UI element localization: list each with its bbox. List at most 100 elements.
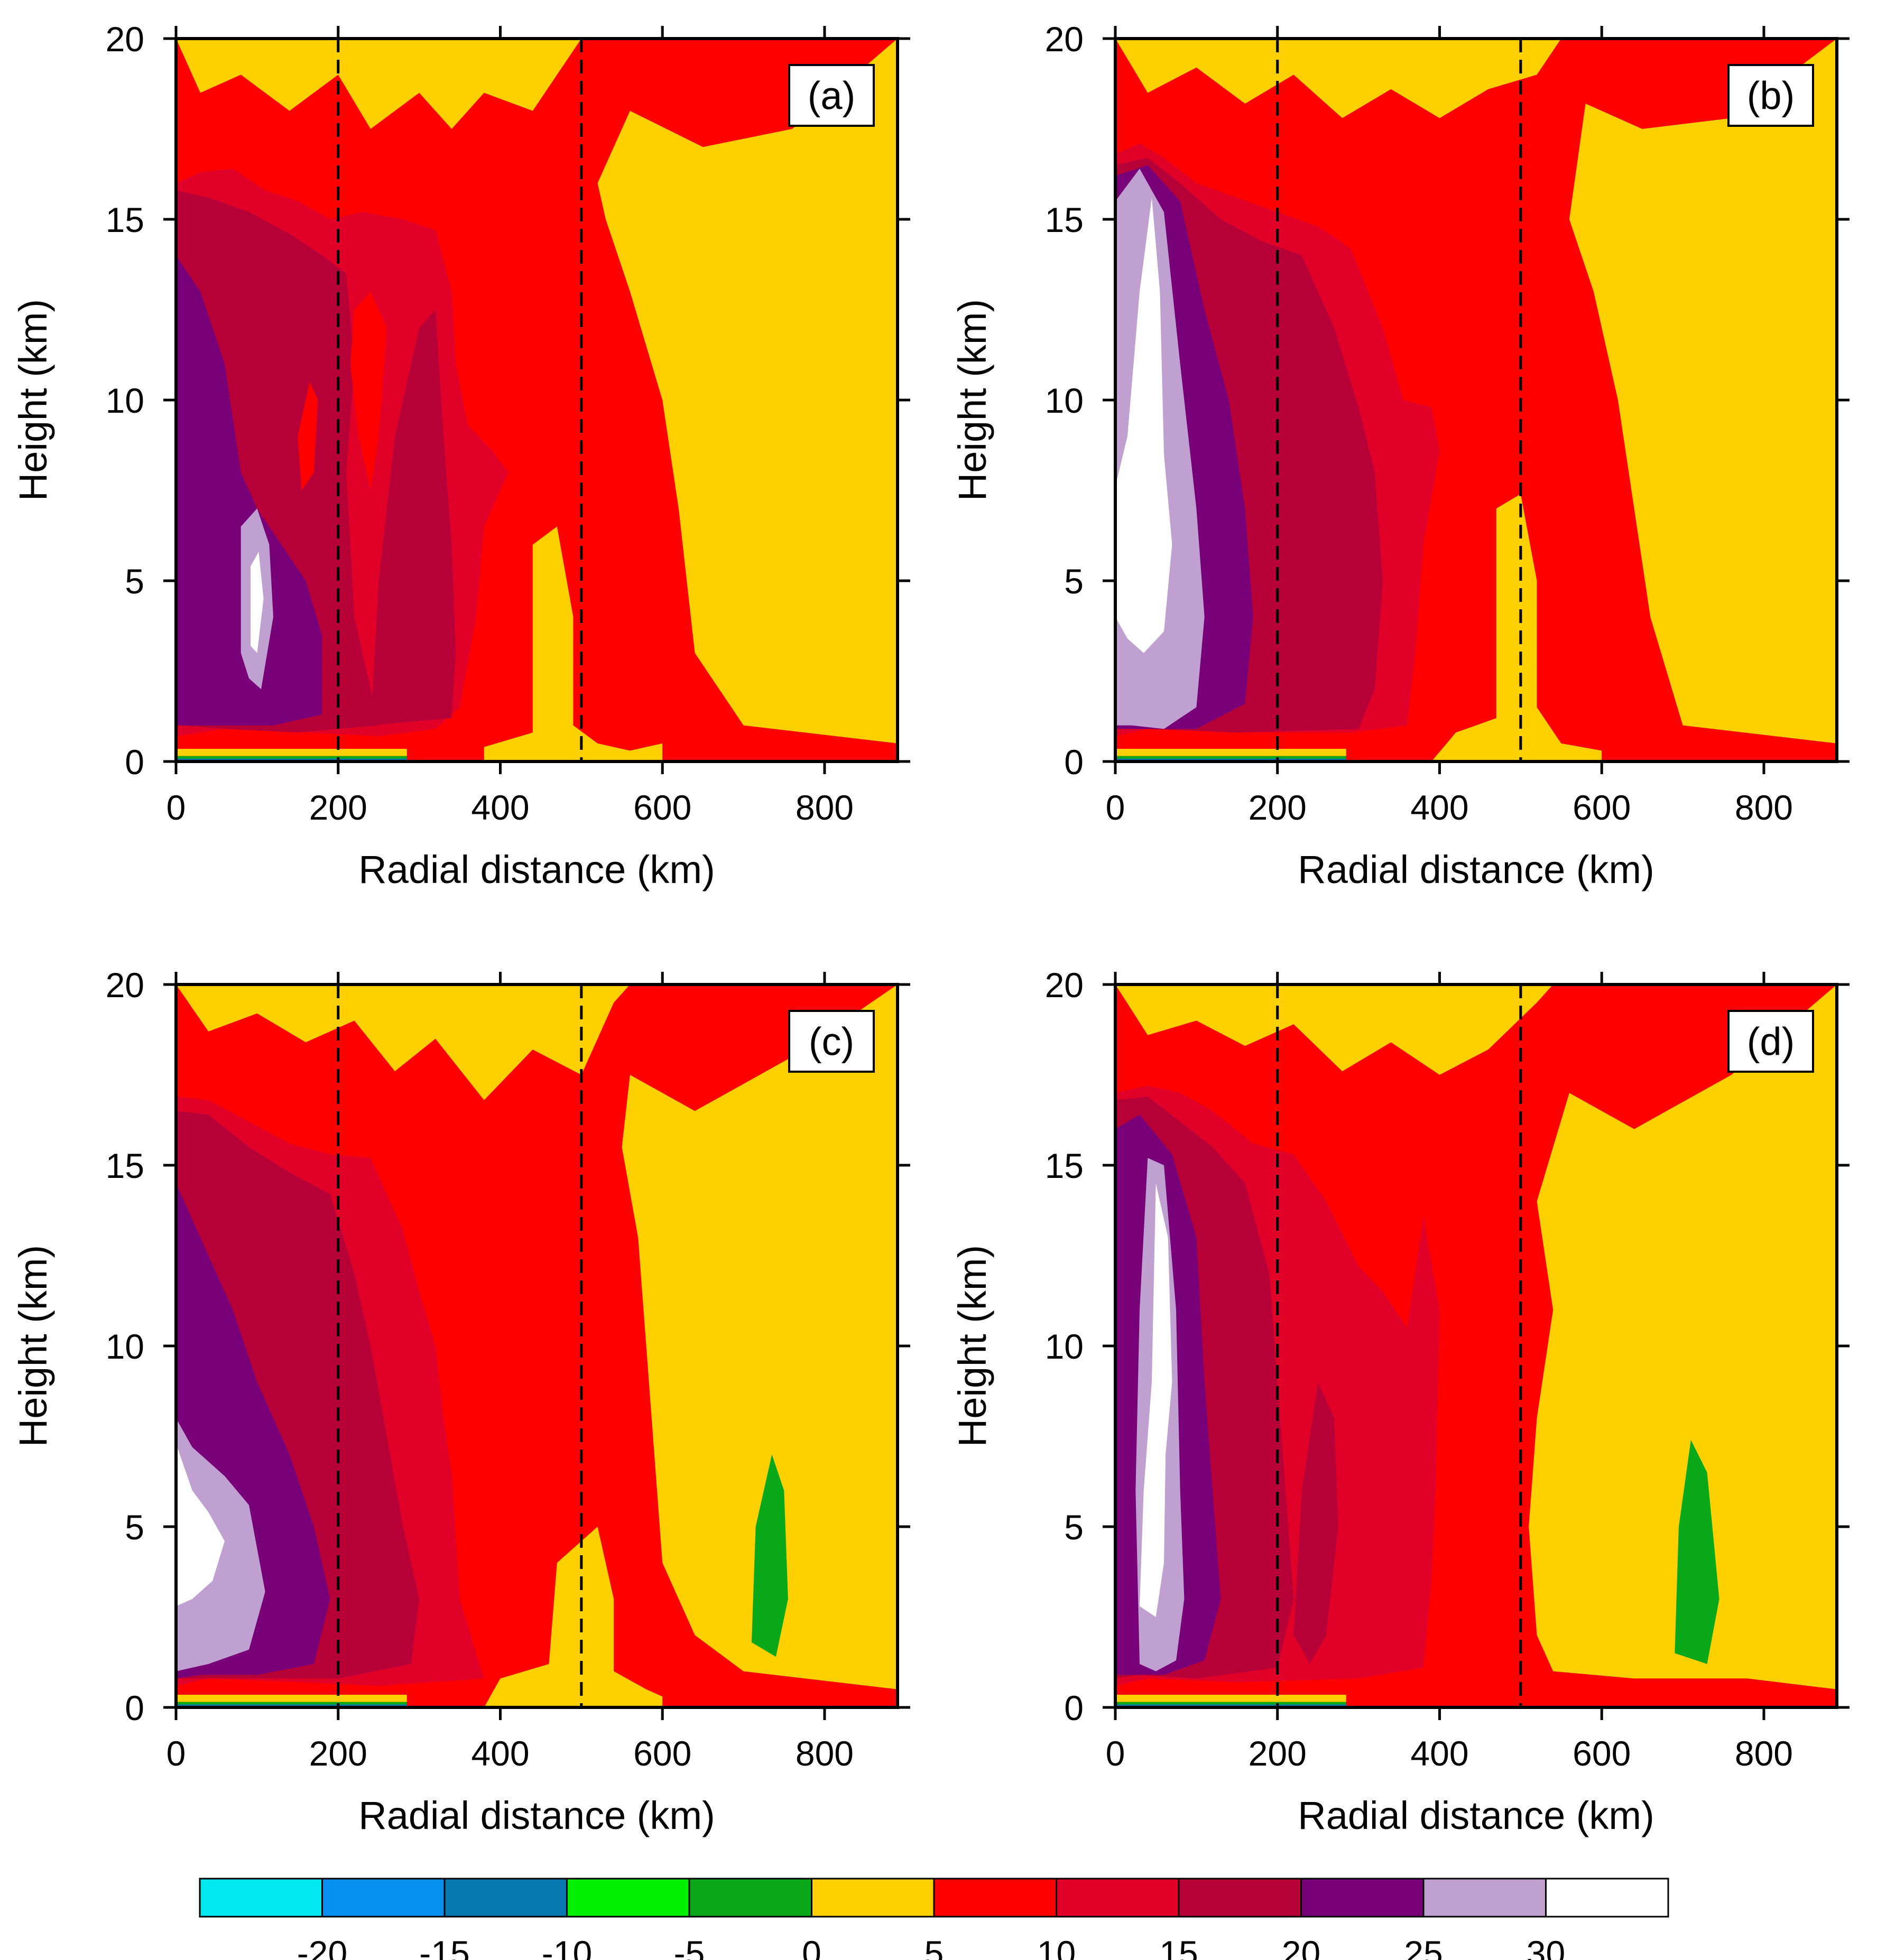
panel-tag-box	[788, 1010, 875, 1073]
y-tick-label: 10	[1045, 381, 1084, 420]
y-tick-label: 10	[106, 381, 144, 420]
contour-field	[176, 39, 898, 761]
contour-region-30	[1140, 1183, 1172, 1617]
colorbar-label: 15	[1159, 1934, 1198, 1960]
colorbar: -20 -15 -10 -5 0 5 10 15 20 25 30	[199, 1878, 1669, 1960]
x-tick-label: 200	[309, 1734, 367, 1773]
x-tick-label: 200	[309, 788, 367, 827]
y-tick-label: 5	[1064, 562, 1084, 601]
colorbar-swatch	[566, 1878, 690, 1918]
colorbar-swatch	[443, 1878, 568, 1918]
y-tick-label: 15	[1045, 200, 1084, 239]
contour-region-0	[1115, 984, 1554, 1075]
contour-region-0	[1569, 39, 1837, 744]
contour-region-0	[1431, 494, 1602, 761]
y-tick-label: 5	[1064, 1508, 1084, 1547]
contour-region-30	[176, 1443, 225, 1606]
panel-tag-box	[1727, 64, 1814, 127]
colorbar-swatch	[321, 1878, 446, 1918]
y-tick-label: 10	[106, 1327, 144, 1366]
contour-region-15	[371, 310, 456, 726]
colorbar-swatch	[811, 1878, 935, 1918]
y-tick-label: 0	[1064, 742, 1084, 782]
panel-tag-label: (d)	[1747, 1020, 1795, 1064]
contour-field	[176, 984, 898, 1707]
contour-region-30	[1115, 198, 1172, 653]
contour-field	[1115, 984, 1837, 1707]
x-tick-label: 600	[1573, 1734, 1631, 1773]
colorbar-swatch	[199, 1878, 323, 1918]
y-tick-label: 20	[106, 965, 144, 1005]
y-tick-label: 0	[125, 742, 144, 782]
contour-region-0	[1529, 984, 1837, 1689]
contour-region-5	[298, 382, 318, 490]
surface-band	[1115, 1695, 1346, 1702]
colorbar-label: -15	[419, 1934, 469, 1960]
contour-region--5	[751, 1454, 788, 1657]
contour-region-0	[176, 39, 581, 129]
x-axis-title: Radial distance (km)	[358, 1794, 715, 1837]
y-tick-label: 20	[1045, 965, 1084, 1005]
contour-region-0	[597, 39, 898, 744]
x-tick-label: 600	[633, 788, 691, 827]
colorbar-label: 30	[1527, 1934, 1565, 1960]
x-axis-title: Radial distance (km)	[1298, 1794, 1654, 1837]
contour-region-20	[176, 255, 322, 726]
panel-tag-box	[788, 64, 875, 127]
x-axis-title: Radial distance (km)	[358, 848, 715, 891]
contour-region-5	[350, 291, 387, 490]
y-tick-label: 20	[106, 20, 144, 59]
y-tick-label: 15	[106, 1146, 144, 1185]
colorbar-swatch	[933, 1878, 1057, 1918]
contour-region-15	[1293, 1382, 1338, 1664]
x-tick-label: 400	[1410, 1734, 1468, 1773]
x-tick-label: 800	[796, 788, 854, 827]
colorbar-label: 5	[924, 1934, 944, 1960]
contour-field	[1115, 39, 1837, 761]
surface-band	[1115, 749, 1346, 756]
x-tick-label: 800	[796, 1734, 854, 1773]
contour-region-0	[484, 1527, 663, 1707]
colorbar-label: 25	[1404, 1934, 1443, 1960]
y-tick-label: 15	[106, 200, 144, 239]
y-tick-label: 10	[1045, 1327, 1084, 1366]
surface-band	[176, 749, 407, 756]
colorbar-swatch	[1545, 1878, 1669, 1918]
panel-c: 0 200 400 600 800 0 5 10 15 20 Radial distance (km…	[11, 965, 910, 1837]
colorbar-swatch	[1178, 1878, 1302, 1918]
x-tick-label: 400	[471, 788, 529, 827]
panel-d: 0 200 400 600 800 0 5 10 15 20 Radial distance (km…	[950, 965, 1850, 1837]
contour-region-0	[622, 984, 898, 1689]
x-tick-label: 800	[1735, 788, 1793, 827]
colorbar-swatch	[1056, 1878, 1180, 1918]
colorbar-label: -5	[674, 1934, 705, 1960]
colorbar-swatch	[688, 1878, 812, 1918]
contour-region-0	[176, 984, 630, 1100]
x-tick-label: 600	[1573, 788, 1631, 827]
panel-tag-label: (c)	[809, 1020, 854, 1064]
x-tick-label: 0	[1106, 788, 1125, 827]
y-axis-title: Height (km)	[11, 1245, 55, 1447]
x-tick-label: 600	[633, 1734, 691, 1773]
x-axis-title: Radial distance (km)	[1298, 848, 1654, 891]
x-tick-label: 0	[167, 1734, 186, 1773]
y-tick-label: 5	[125, 1508, 144, 1547]
colorbar-label: 10	[1037, 1934, 1076, 1960]
y-axis-title: Height (km)	[950, 299, 994, 501]
colorbar-label: -10	[542, 1934, 592, 1960]
panel-tag-label: (a)	[808, 74, 855, 118]
x-tick-label: 0	[167, 788, 186, 827]
y-tick-label: 15	[1045, 1146, 1084, 1185]
y-tick-label: 0	[125, 1688, 144, 1727]
colorbar-swatch	[1422, 1878, 1547, 1918]
x-tick-label: 400	[1410, 788, 1468, 827]
contour-region-0	[1115, 39, 1561, 118]
contour-region--5	[1675, 1439, 1719, 1664]
panel-tag-label: (b)	[1747, 74, 1795, 118]
x-tick-label: 200	[1249, 1734, 1307, 1773]
colorbar-label: 0	[802, 1934, 821, 1960]
surface-band	[176, 1695, 407, 1702]
colorbar-label: 20	[1282, 1934, 1320, 1960]
